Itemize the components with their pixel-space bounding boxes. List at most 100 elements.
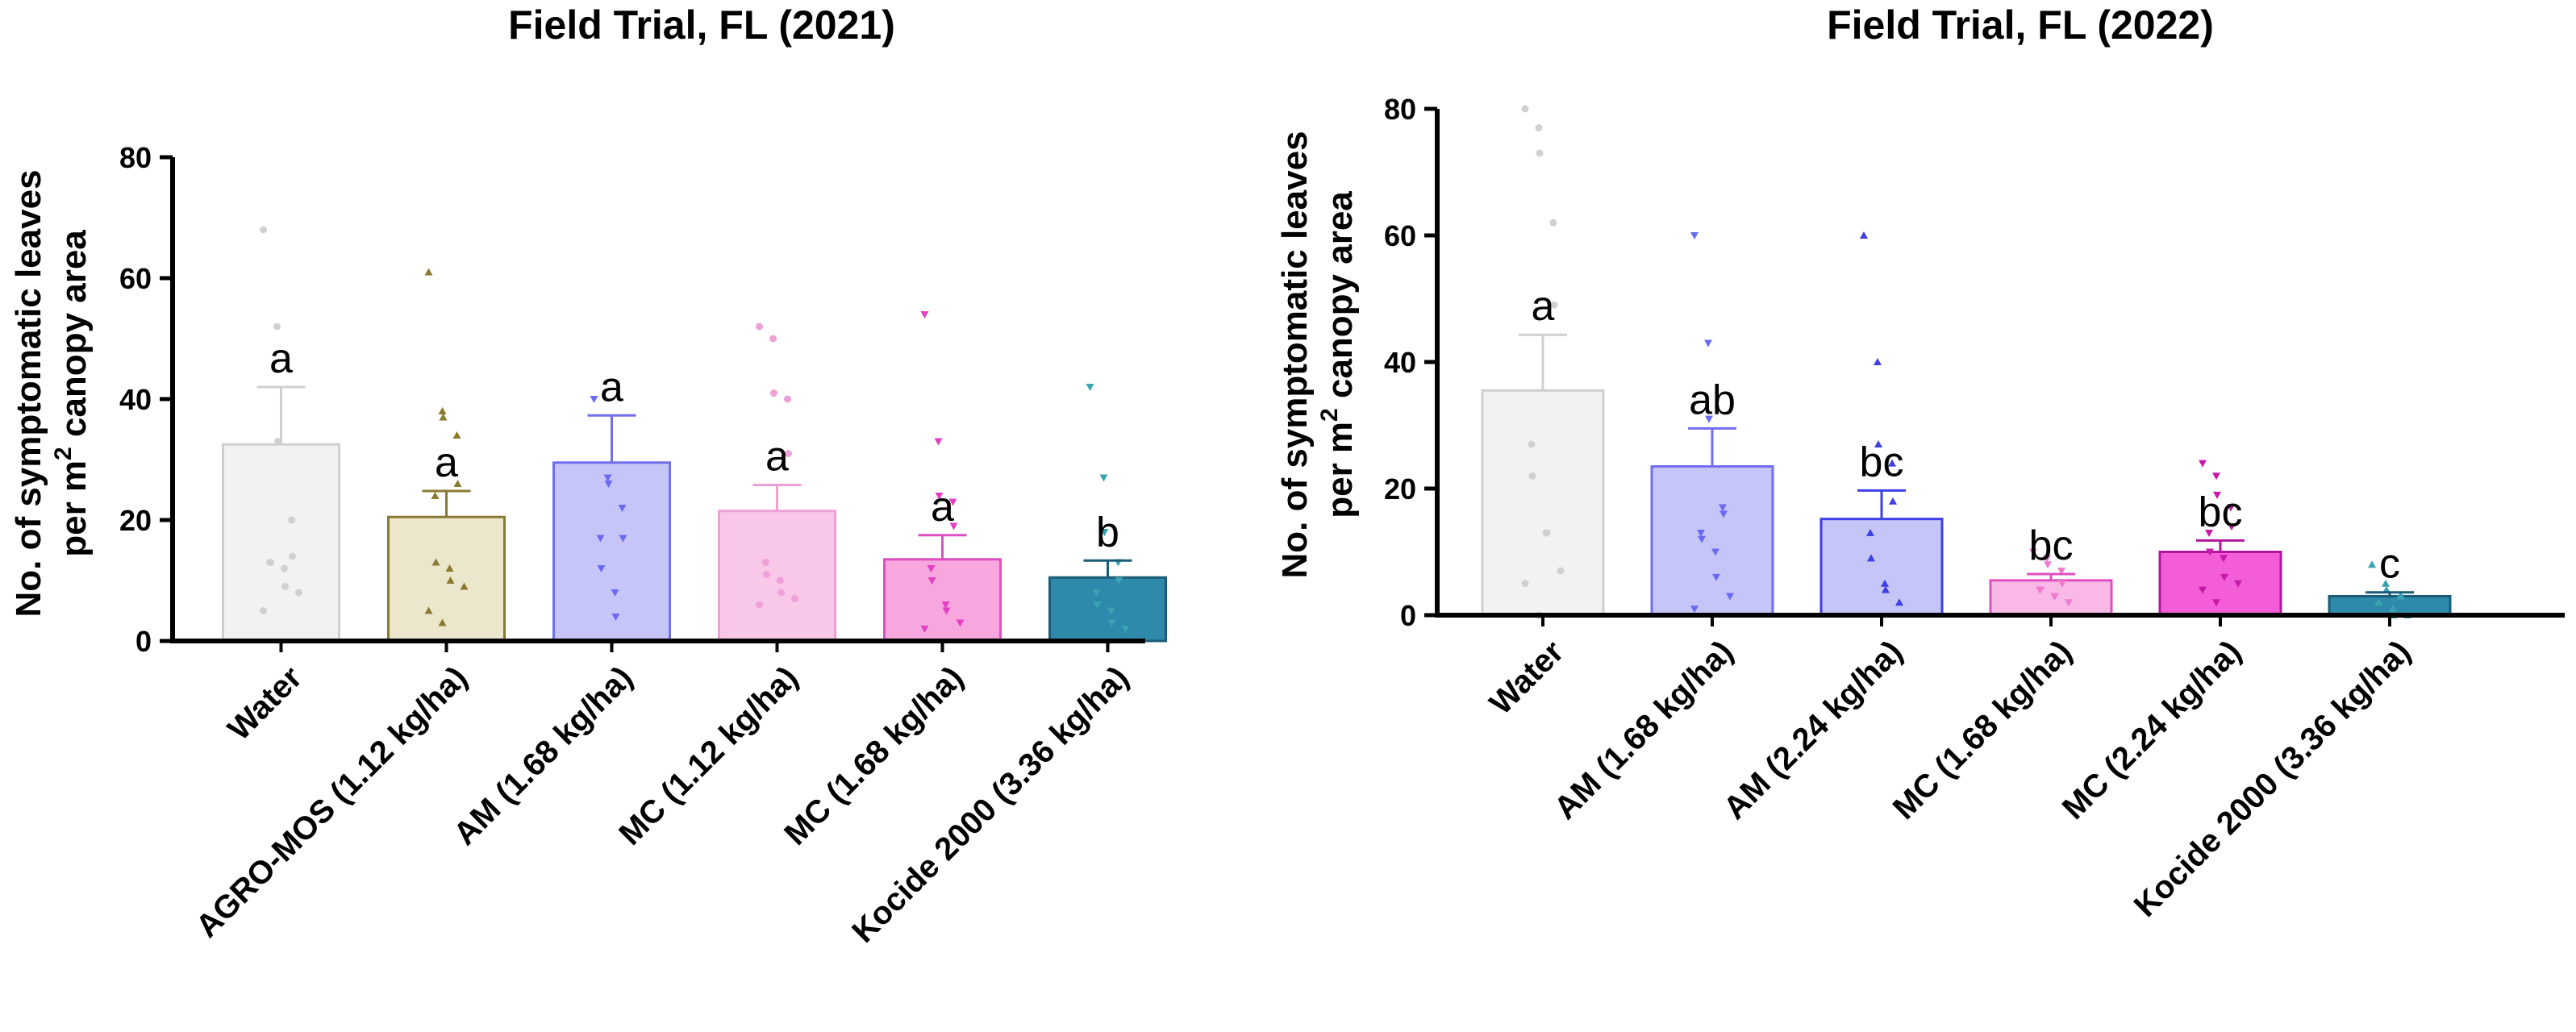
y-axis-label-line2: per m2 canopy area	[50, 230, 94, 557]
data-point	[274, 438, 281, 445]
data-point	[2375, 598, 2383, 606]
data-point	[927, 565, 936, 572]
data-point	[453, 480, 462, 487]
chart-title: Field Trial, FL (2021)	[508, 2, 895, 48]
data-point	[260, 226, 267, 234]
data-point	[611, 589, 619, 597]
data-point	[1536, 149, 1544, 157]
plot-area: a Water a AGRO-MOS (1.12 kg/ha) a AM (1.68 kg…	[119, 141, 1167, 950]
data-point	[1528, 472, 1536, 480]
data-point	[2368, 560, 2376, 568]
significance-letter: c	[2379, 541, 2400, 588]
x-tick-label: MC (2.24 kg/ha)	[2056, 634, 2249, 826]
y-tick-label: 40	[119, 383, 152, 416]
data-point	[2043, 555, 2051, 563]
bar-mc-2-24-kg-ha	[2158, 551, 2282, 617]
bar-am-1-68-kg-ha	[1650, 465, 1774, 617]
data-point	[763, 571, 770, 578]
data-point	[1719, 510, 1728, 518]
data-point	[1882, 585, 1890, 593]
y-tick-label: 60	[1384, 219, 1416, 252]
data-point	[949, 522, 958, 531]
data-point	[2051, 593, 2059, 601]
x-tick-label: AM (1.68 kg/ha)	[447, 660, 640, 852]
data-point	[1712, 573, 1720, 581]
x-tick-label: AM (1.68 kg/ha)	[1548, 634, 1740, 826]
x-tick-label: Water	[1483, 634, 1571, 722]
data-point	[941, 601, 950, 609]
data-point	[1704, 339, 1712, 347]
data-point	[603, 474, 612, 482]
data-point	[1860, 231, 1868, 239]
data-point	[445, 564, 454, 572]
significance-letter: bc	[1860, 439, 1904, 485]
bar-am-1-68-kg-ha	[552, 461, 671, 643]
data-point	[1874, 440, 1882, 448]
data-point	[2205, 529, 2213, 537]
y-axis-label: No. of symptomatic leaves per m2 canopy …	[1275, 131, 1360, 578]
data-point	[1698, 535, 1706, 543]
data-point	[1093, 601, 1102, 609]
data-point	[920, 626, 929, 633]
y-tick-label: 60	[119, 262, 152, 295]
data-point	[769, 335, 777, 343]
data-point	[619, 535, 627, 543]
data-point	[438, 618, 447, 626]
plot-area: a Water ab AM (1.68 kg/ha) bc AM (2.24 kg/ha)…	[1384, 93, 2565, 924]
x-tick-label: Water	[221, 660, 309, 747]
y-tick-label: 20	[119, 504, 152, 537]
data-point	[1895, 598, 1903, 606]
data-point	[1549, 218, 1557, 227]
bar-water	[222, 443, 340, 643]
data-point	[927, 577, 936, 585]
data-point	[942, 607, 951, 615]
x-tick-label: AM (2.24 kg/ha)	[1717, 634, 1910, 826]
data-point	[2044, 561, 2052, 569]
data-point	[2029, 548, 2037, 556]
significance-letter: bc	[2199, 489, 2243, 535]
data-point	[438, 407, 447, 414]
data-point	[1690, 232, 1699, 239]
x-tick-label: Kocide 2000 (3.36 kg/ha)	[2128, 634, 2418, 924]
data-point	[288, 516, 295, 524]
data-point	[920, 311, 929, 318]
data-point	[273, 322, 281, 331]
data-point	[770, 389, 777, 397]
significance-letter: a	[600, 364, 623, 410]
data-point	[784, 395, 791, 403]
data-point	[431, 492, 440, 499]
data-point	[1719, 504, 1727, 512]
data-point	[2220, 555, 2228, 563]
bar-am-2-24-kg-ha	[1819, 518, 1944, 617]
bar-mc-1-12-kg-ha	[718, 510, 836, 643]
x-tick-label: MC (1.68 kg/ha)	[1886, 634, 2079, 826]
data-point	[439, 413, 448, 421]
bar-mc-1-68-kg-ha	[883, 558, 1002, 643]
bar-mc-1-68-kg-ha	[1989, 579, 2113, 617]
data-point	[1726, 593, 1734, 601]
data-point	[948, 498, 957, 506]
y-tick-label: 20	[1384, 472, 1416, 506]
y-axis-label: No. of symptomatic leaves per m2 canopy …	[9, 169, 94, 617]
data-point	[756, 322, 763, 331]
y-axis-label-line2: per m2 canopy area	[1316, 191, 1360, 518]
data-point	[2382, 579, 2390, 587]
data-point	[267, 559, 274, 566]
data-point	[1521, 580, 1529, 588]
bar-water	[1481, 389, 1605, 617]
data-point	[2058, 580, 2066, 588]
data-point	[1888, 459, 1896, 467]
data-point	[1535, 124, 1543, 132]
significance-letter: a	[1532, 283, 1555, 330]
data-point	[777, 589, 785, 597]
data-point	[590, 396, 598, 403]
data-point	[1711, 548, 1719, 556]
data-point	[446, 576, 455, 584]
y-axis-label-line1: No. of symptomatic leaves	[1275, 131, 1315, 578]
data-point	[1092, 589, 1101, 597]
data-point	[597, 565, 606, 572]
data-point	[1705, 415, 1713, 423]
data-point	[1881, 579, 1889, 587]
data-point	[2212, 472, 2220, 481]
data-point	[452, 431, 461, 439]
